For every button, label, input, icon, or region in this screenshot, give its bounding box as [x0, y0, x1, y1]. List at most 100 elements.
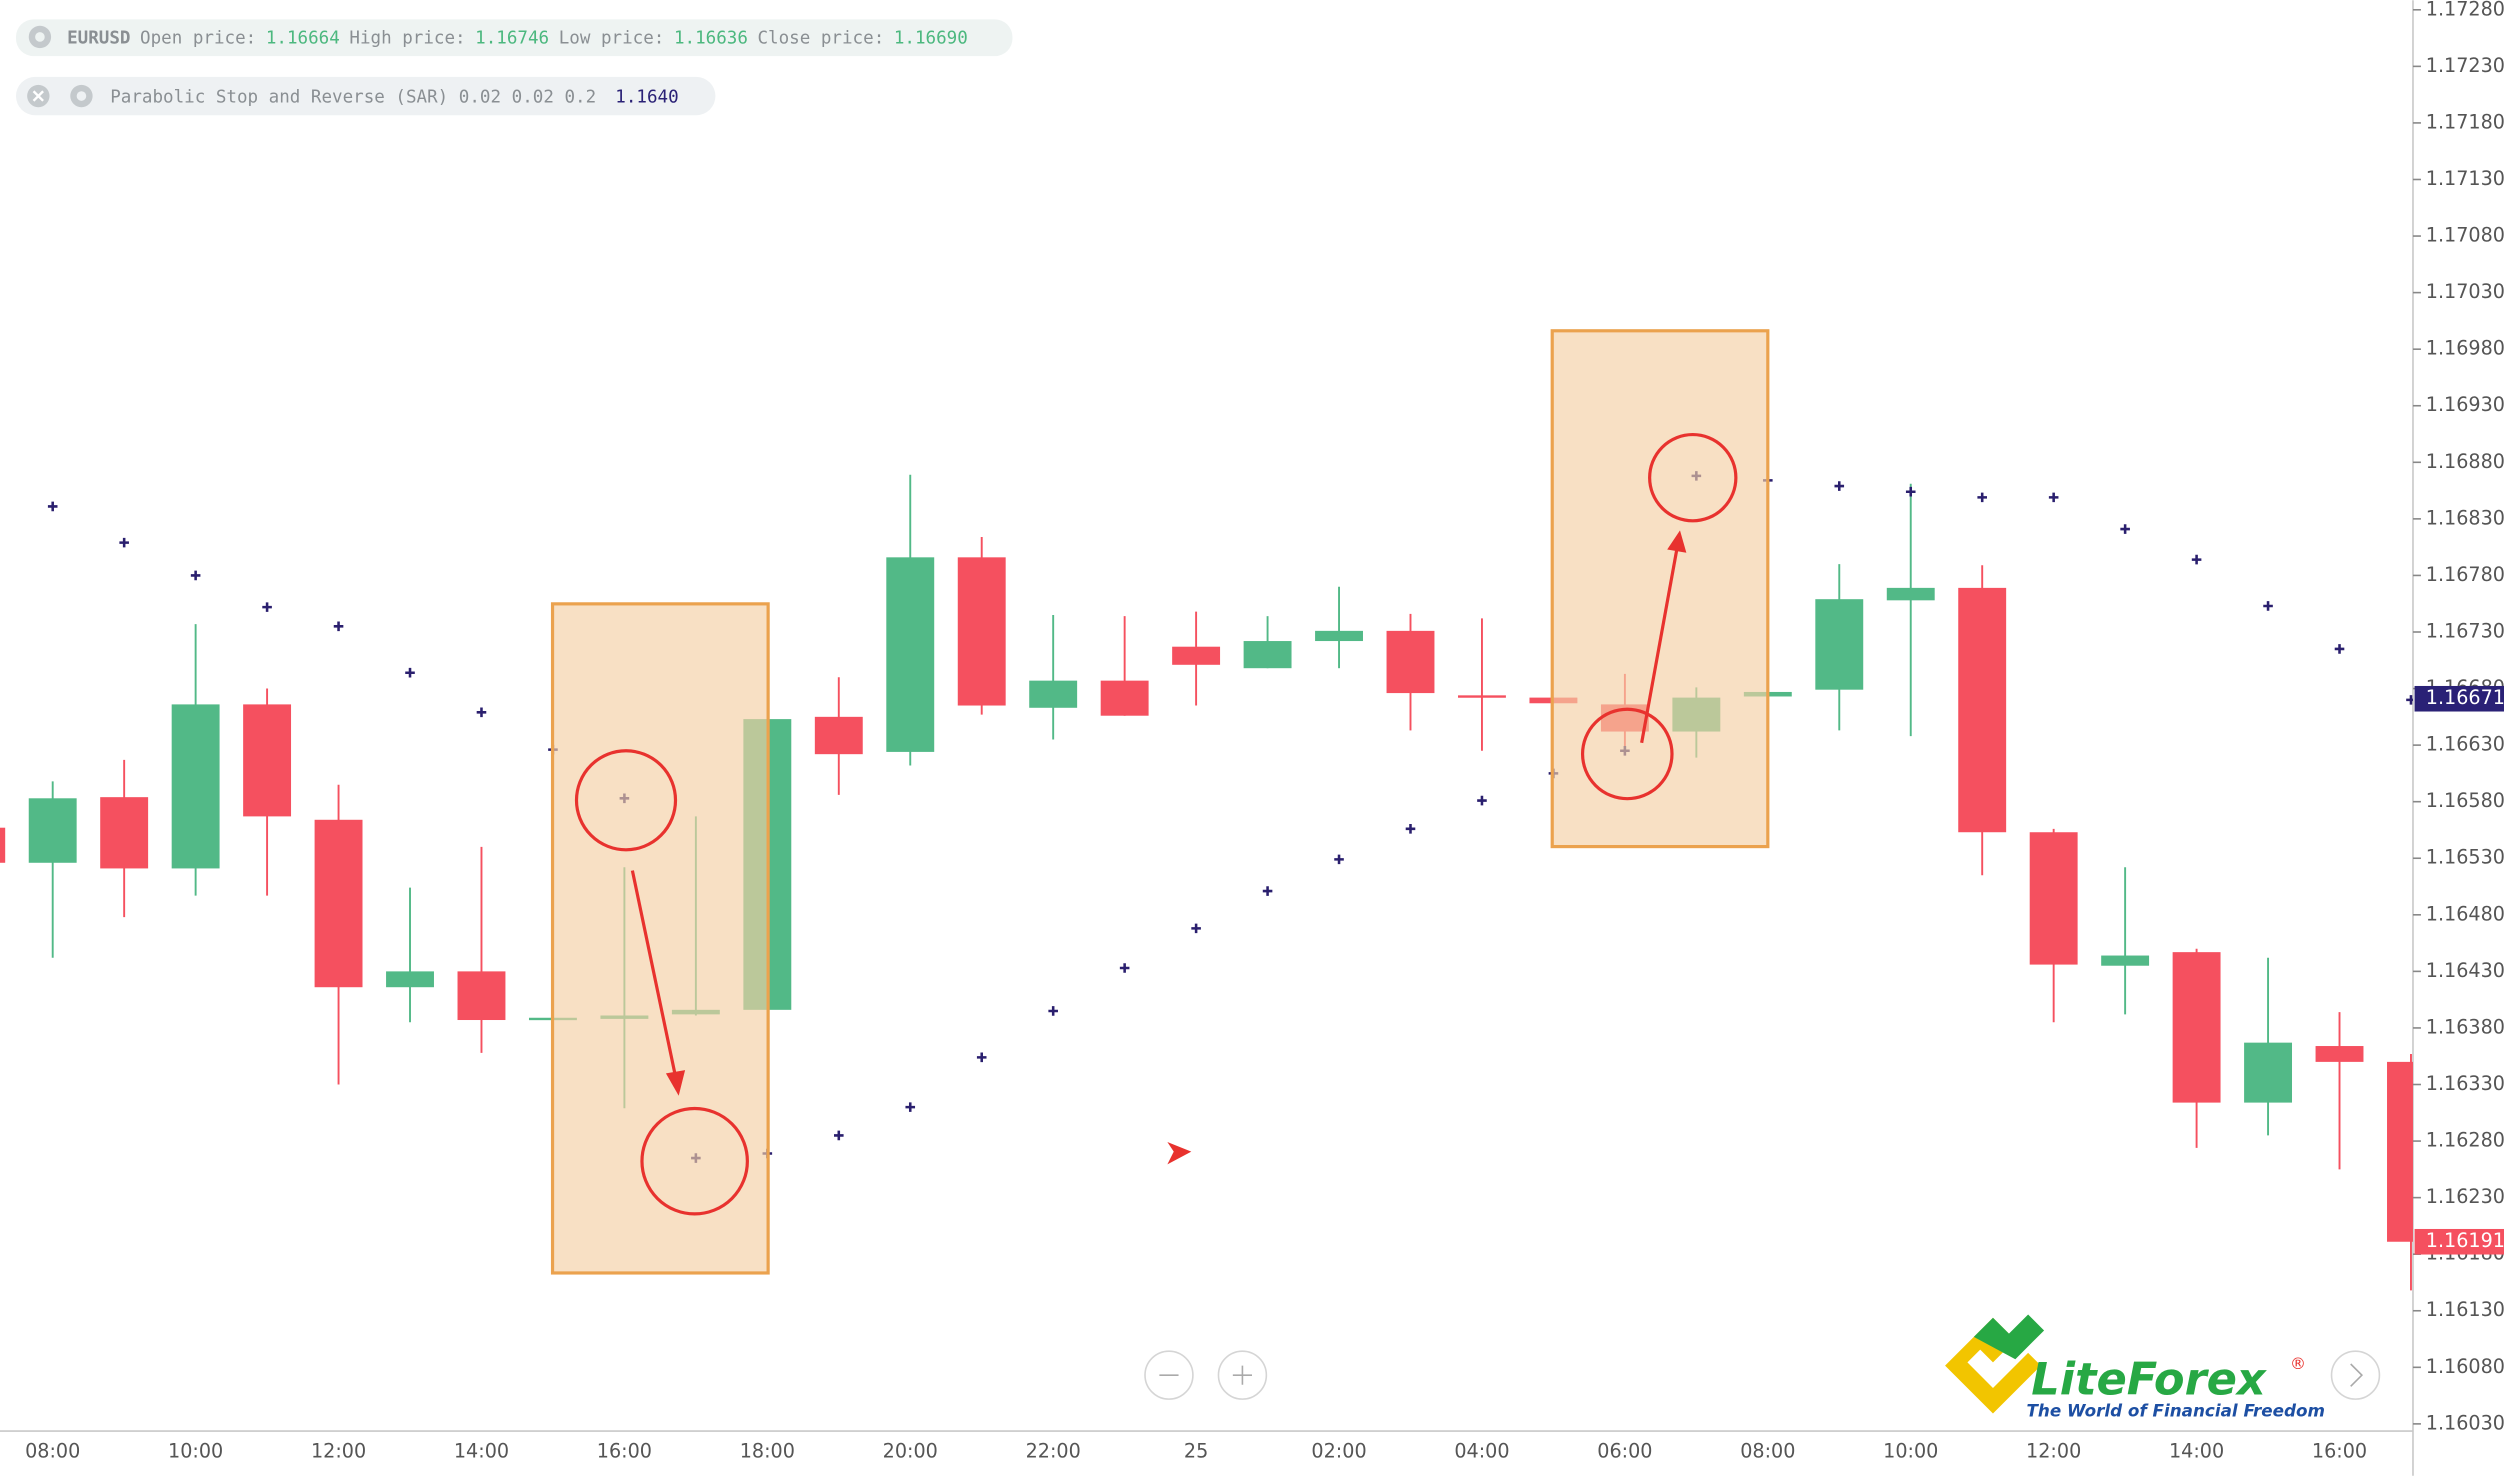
y-tick-label: 1.17130: [2426, 167, 2504, 190]
x-tick-label: 16:00: [597, 1439, 652, 1462]
candle-body: [1815, 599, 1864, 690]
y-tick-label: 1.16880: [2426, 450, 2504, 473]
x-tick-label: 08:00: [1740, 1439, 1795, 1462]
sar-point: [47, 501, 58, 512]
candle-body: [1386, 630, 1435, 694]
candle-body: [1958, 587, 2007, 833]
scroll-right-button[interactable]: [2330, 1350, 2381, 1400]
sar-point: [1119, 963, 1130, 973]
candle-body: [171, 704, 220, 869]
sar-point: [333, 621, 344, 632]
candle-body: [2029, 832, 2078, 965]
circle-marker: [640, 1106, 749, 1216]
price-tag-label: 1.16671: [2426, 686, 2504, 709]
candle-body: [2172, 952, 2221, 1103]
circle-marker: [574, 749, 678, 852]
sar-point: [2191, 554, 2202, 565]
indicator-name: Parabolic Stop and Reverse (SAR) 0.02 0.…: [110, 87, 596, 107]
x-tick-label: 08:00: [25, 1439, 80, 1462]
sar-point: [119, 537, 129, 548]
candle-body: [2244, 1042, 2293, 1103]
sar-point: [1977, 492, 1987, 503]
logo-tagline: The World of Financial Freedom: [2027, 1401, 2325, 1421]
sar-point: [2048, 492, 2059, 503]
y-tick-label: 1.16330: [2426, 1072, 2504, 1095]
sar-point: [1834, 481, 1845, 491]
candle-body: [1458, 695, 1506, 698]
y-tick-label: 1.16980: [2426, 337, 2504, 360]
info-label: Low price:: [559, 28, 665, 48]
y-tick-label: 1.16480: [2426, 902, 2504, 925]
info-label: High price:: [349, 28, 465, 48]
sar-point: [1048, 1006, 1058, 1016]
candle-body: [457, 971, 506, 1021]
highlight-box: [550, 602, 770, 1275]
sar-point: [2120, 524, 2130, 534]
logo: LiteForex ® The World of Financial Freed…: [1945, 1314, 2325, 1421]
price-tag: [2414, 685, 2504, 712]
info-value: 1.16664: [266, 28, 340, 48]
y-tick-label: 1.16230: [2426, 1185, 2504, 1208]
x-tick-label: 06:00: [1597, 1439, 1652, 1462]
arrow: [1640, 549, 1679, 744]
sar-point: [2406, 695, 2413, 705]
x-tick-label: 02:00: [1311, 1439, 1366, 1462]
info-label: Open price:: [140, 28, 256, 48]
chevron-icon: [2350, 1363, 2364, 1387]
y-tick-label: 1.17230: [2426, 54, 2504, 77]
circle-marker: [1580, 707, 1674, 801]
candle-body: [243, 704, 292, 817]
y-tick-label: 1.16380: [2426, 1015, 2504, 1038]
x-tick-label: 16:00: [2312, 1439, 2367, 1462]
circle-marker: [1648, 432, 1738, 523]
y-tick-label: 1.16730: [2426, 619, 2504, 642]
arrow-head: [1667, 530, 1687, 553]
candle-body: [814, 716, 863, 755]
candle-body: [386, 971, 434, 988]
x-tick-label: 04:00: [1454, 1439, 1509, 1462]
logo-registered: ®: [2290, 1354, 2306, 1373]
x-tick-label: 10:00: [168, 1439, 223, 1462]
symbol: EURUSD: [67, 28, 130, 48]
settings-icon-hole: [76, 91, 87, 101]
y-tick-label: 1.16580: [2426, 789, 2504, 812]
sar-point: [1905, 486, 1916, 497]
x-tick-label: 22:00: [1026, 1439, 1081, 1462]
sar-point: [834, 1130, 844, 1141]
candle-body: [957, 557, 1006, 706]
settings-icon-hole: [35, 32, 45, 42]
annotations: [550, 329, 1770, 1275]
info-value: 1.16746: [475, 28, 549, 48]
y-tick-label: 1.17180: [2426, 110, 2504, 133]
candle-body: [2315, 1046, 2364, 1062]
plus-icon: [1232, 1365, 1252, 1385]
candle-body: [0, 827, 6, 863]
y-tick-label: 1.17030: [2426, 280, 2504, 303]
indicator-value: 1.1640: [615, 87, 678, 107]
x-tick-label: 25: [1184, 1439, 1208, 1462]
logo-mark-yellow: [1945, 1317, 2041, 1414]
sar-point: [1477, 795, 1487, 806]
y-tick-label: 1.16080: [2426, 1355, 2504, 1378]
info-value: 1.16636: [674, 28, 748, 48]
x-tick-label: 12:00: [311, 1439, 366, 1462]
y-tick-label: 1.16280: [2426, 1129, 2504, 1152]
y-tick-label: 1.16030: [2426, 1411, 2504, 1434]
price-tag-label: 1.16191: [2426, 1229, 2504, 1252]
y-tick-label: 1.16830: [2426, 506, 2504, 529]
highlight-box: [1550, 329, 1770, 849]
sar-point: [1405, 824, 1416, 834]
candle-body: [2101, 955, 2150, 966]
plot-area: [0, 471, 2413, 1291]
y-tick-label: 1.17280: [2426, 0, 2504, 20]
y-tick-label: 1.16530: [2426, 846, 2504, 869]
sar-point: [405, 667, 415, 678]
y-tick-label: 1.16430: [2426, 959, 2504, 982]
info-value: 1.16690: [894, 28, 968, 48]
remove-icon-x: [32, 90, 44, 102]
sar-point: [905, 1102, 916, 1112]
x-tick-label: 12:00: [2026, 1439, 2081, 1462]
candle-body: [1315, 630, 1363, 642]
sar-point: [1262, 886, 1273, 896]
sar-point: [2263, 601, 2273, 611]
